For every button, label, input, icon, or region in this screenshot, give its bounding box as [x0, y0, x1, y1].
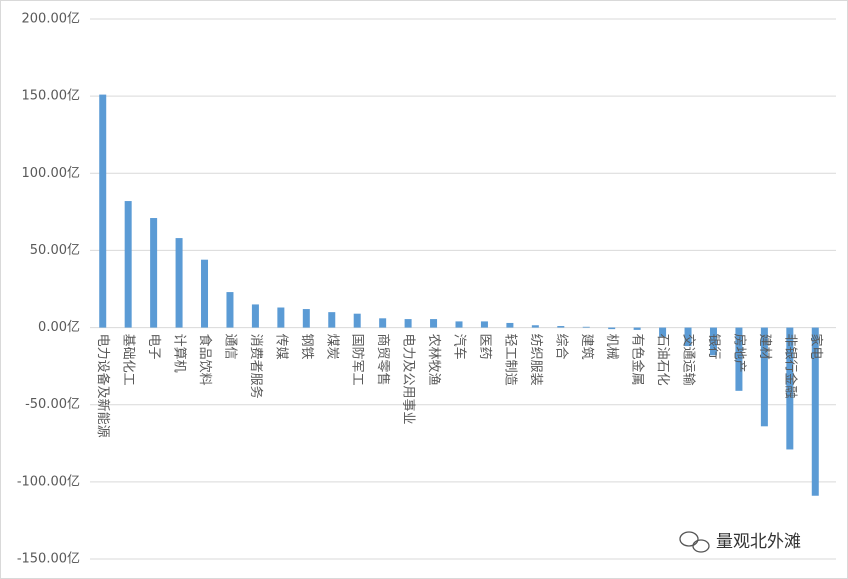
- x-tick-label: 建筑: [579, 334, 595, 360]
- watermark: 量观北外滩: [716, 532, 801, 552]
- x-tick-label: 农林牧渔: [426, 334, 441, 386]
- x-tick-label: 汽车: [452, 334, 468, 360]
- bar: [201, 259, 209, 328]
- bar: [633, 327, 641, 330]
- bar: [608, 327, 616, 330]
- x-tick-label: 国防军工: [350, 334, 366, 386]
- y-tick-label: 100.00亿: [22, 166, 81, 181]
- x-tick-label: 食品饮料: [197, 334, 213, 386]
- x-tick-label: 纺织服装: [528, 334, 543, 386]
- bar: [531, 325, 539, 328]
- y-tick-label: 0.00亿: [38, 320, 80, 335]
- bar: [506, 322, 514, 328]
- bar: [735, 327, 743, 391]
- bar: [582, 326, 590, 328]
- bar: [404, 319, 412, 328]
- bar: [251, 304, 259, 328]
- bar: [811, 327, 819, 496]
- bar: [430, 319, 438, 328]
- x-tick-label: 交通运输: [681, 334, 697, 386]
- x-tick-label: 计算机: [172, 334, 187, 373]
- y-tick-label: 150.00亿: [22, 89, 81, 104]
- x-tick-label: 电子: [146, 334, 161, 360]
- bar: [760, 327, 768, 427]
- y-tick-label: -100.00亿: [17, 474, 80, 489]
- bar: [353, 313, 361, 328]
- x-tick-label: 综合: [553, 334, 568, 360]
- x-tick-label: 通信: [222, 334, 237, 360]
- x-tick-label: 传媒: [273, 334, 288, 360]
- y-tick-label: 50.00亿: [30, 243, 80, 258]
- x-tick-label: 电力及公用事业: [401, 334, 416, 425]
- bar: [124, 201, 132, 328]
- y-tick-label: -50.00亿: [25, 397, 80, 412]
- x-tick-label: 建材: [757, 334, 772, 360]
- bar: [455, 321, 463, 328]
- x-tick-label: 电力设备及新能源: [95, 334, 111, 438]
- x-tick-label: 消费者服务: [248, 334, 264, 399]
- bar: [302, 309, 310, 328]
- x-tick-label: 机械: [604, 334, 619, 360]
- bar: [99, 94, 107, 328]
- bar: [786, 327, 794, 450]
- x-tick-label: 煤炭: [324, 334, 339, 360]
- x-tick-label: 商贸零售: [375, 334, 391, 386]
- x-tick-label: 家电: [808, 334, 824, 360]
- x-tick-label: 石油石化: [655, 334, 670, 386]
- bar: [557, 326, 565, 328]
- bar: [226, 292, 234, 328]
- x-tick-label: 轻工制造: [502, 334, 517, 386]
- y-tick-label: 200.00亿: [22, 12, 81, 27]
- x-tick-label: 有色金属: [630, 334, 646, 386]
- bar: [480, 321, 488, 328]
- x-tick-label: 基础化工: [121, 334, 136, 386]
- watermark-icon: [679, 531, 710, 553]
- bar: [684, 327, 692, 347]
- x-tick-label: 银行: [706, 334, 721, 360]
- bar: [659, 327, 667, 337]
- x-tick-label: 非银行金融: [782, 334, 798, 399]
- bar: [150, 218, 158, 328]
- bar: [175, 238, 183, 328]
- y-tick-label: -150.00亿: [17, 552, 80, 567]
- x-tick-label: 房地产: [731, 334, 747, 373]
- bar: [328, 312, 336, 328]
- x-tick-label: 钢铁: [299, 334, 314, 360]
- bar: [709, 327, 717, 356]
- bar: [277, 307, 285, 328]
- bar: [379, 318, 387, 328]
- x-tick-label: 医药: [477, 334, 492, 360]
